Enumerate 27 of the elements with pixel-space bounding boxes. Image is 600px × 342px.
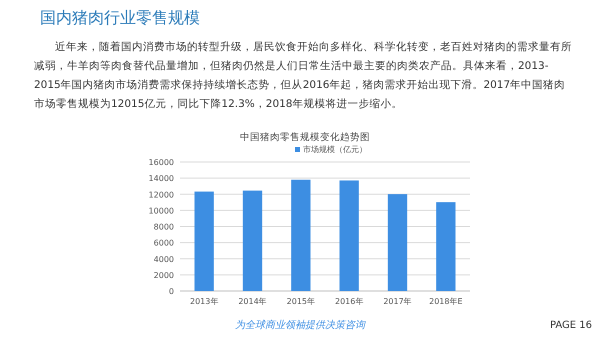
text: 国内猪肉行业零售规模 [40,8,201,29]
y-tick-label: 16000 [148,158,174,167]
bar [194,192,214,291]
x-tick-label: 2015年 [286,297,316,306]
y-tick-label: 8000 [154,222,174,232]
x-tick-label: 2014年 [238,297,267,306]
bar [242,190,262,291]
text: 为全球商业领袖提供决策咨询 [234,318,367,332]
bar [291,180,310,291]
chart-title: 中国猪肉零售规模变化趋势图 [240,131,370,143]
bar [388,194,408,291]
y-tick-label: 2000 [154,270,174,280]
x-tick-label: 2017年 [383,297,412,306]
text: 近年来，随着国内消费市场的转型升级，居民饮食开始向多样化、科学化转变，老百姓对猪肉的需求量有所减弱，牛羊肉等肉食替代品量增加，但猪肉仍然是人们日常生活中最主要的肉类农产品。具体来看，2013-2015年国内猪肉市场消费需求保持持续增长态势，但从2016年起，猪肉需求开始出现下滑。2017年中国猪肉市场零售规模为12015亿元，同比下降12.3%，2018年规模将进一步缩小。 [34,40,573,112]
y-tick-label: 12000 [148,190,174,200]
text: PAGE 16 [548,320,592,331]
y-tick-label: 6000 [154,238,174,248]
x-tick-label: 2013年 [190,297,218,306]
x-tick-label: 2016年 [334,297,364,306]
bar [436,202,456,291]
y-tick-label: 10000 [148,206,174,216]
bar [340,180,359,291]
y-tick-label: 4000 [154,254,174,264]
x-tick-label: 2018年E [429,297,463,306]
y-tick-label: 14000 [148,174,174,184]
y-tick-label: 0 [168,287,174,296]
legend-label: 市场规模（亿元） [303,145,367,154]
